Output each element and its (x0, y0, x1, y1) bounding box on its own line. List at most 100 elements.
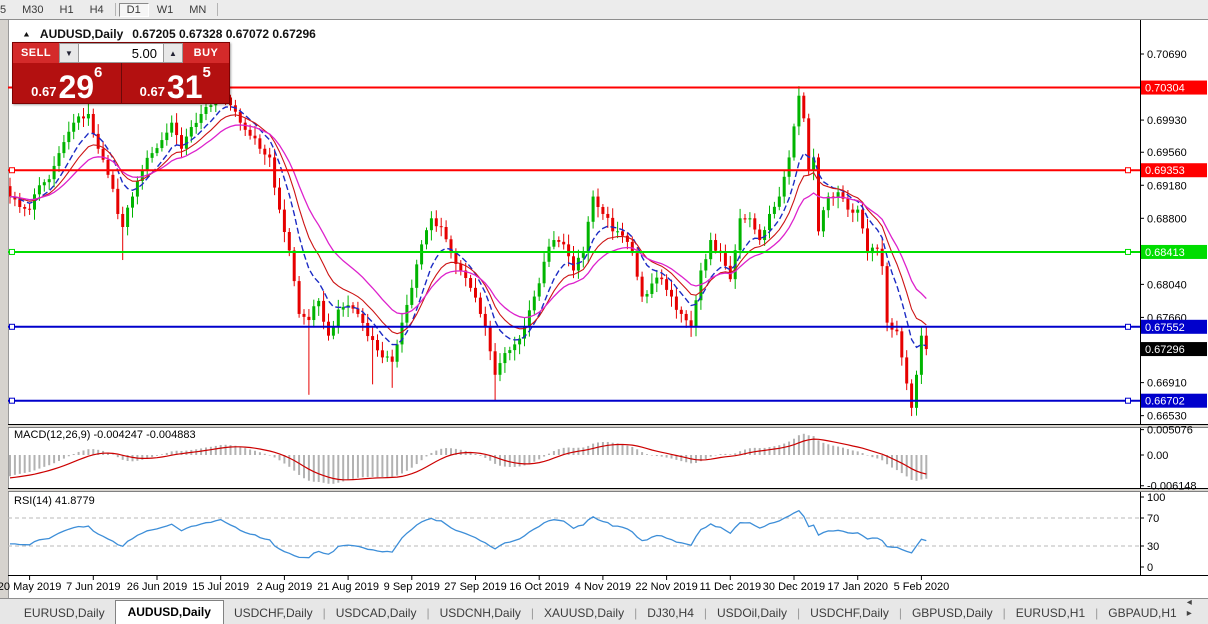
timeframe-button-h4[interactable]: H4 (89, 3, 104, 16)
main-chart-pane[interactable] (9, 83, 928, 417)
price-badge: 0.69353 (1145, 165, 1185, 177)
symbol-label: AUDUSD,Daily (39, 27, 124, 41)
price-tick-label: 0.70690 (1147, 49, 1187, 61)
toolbar-separator (114, 3, 116, 16)
tab-separator: | (797, 606, 801, 620)
moving-average-line (9, 124, 927, 319)
price-tick-label: 0.69560 (1147, 147, 1187, 159)
sell-price-prefix: 0.67 (31, 84, 57, 99)
chart-tab-dj30-h4[interactable]: DJ30,H4 (647, 606, 694, 620)
timeframe-button-d1[interactable]: D1 (118, 2, 149, 17)
chart-tab-eurusd-h1[interactable]: EURUSD,H1 (1015, 606, 1086, 620)
ohlc-values: 0.67205 0.67328 0.67072 0.67296 (132, 27, 316, 41)
rsi-axis-label: 0 (1147, 562, 1153, 574)
price-tick-label: 0.66530 (1147, 411, 1187, 423)
volume-input[interactable] (79, 43, 163, 63)
price-tick-label: 0.68800 (1147, 213, 1187, 225)
buy-price-prefix: 0.67 (139, 84, 165, 99)
volume-decrease-button[interactable]: ▼ (59, 43, 79, 63)
sell-button[interactable]: SELL (13, 43, 59, 63)
chart-background (0, 19, 1208, 598)
price-tick-label: 0.66910 (1147, 378, 1187, 390)
sell-price[interactable]: 0.67 29 6 (13, 63, 122, 103)
level-handle[interactable] (1125, 323, 1131, 330)
chart-title: ▲ AUDUSD,Daily 0.67205 0.67328 0.67072 0… (22, 27, 316, 41)
price-tick-label: 0.68040 (1147, 279, 1187, 291)
timeframe-button-h1[interactable]: H1 (59, 3, 74, 16)
rsi-axis-label: 30 (1147, 541, 1159, 553)
buy-button[interactable]: BUY (183, 43, 229, 63)
date-tick-label: 20 May 2019 (0, 581, 61, 593)
date-tick-label: 4 Nov 2019 (575, 581, 631, 593)
macd-axis-label: -0.006148 (1147, 481, 1197, 493)
date-tick-label: 11 Dec 2019 (700, 581, 762, 593)
price-tick-label: 0.69930 (1147, 115, 1187, 127)
date-tick-label: 15 Jul 2019 (192, 581, 249, 593)
sell-price-point: 6 (94, 64, 103, 81)
tab-separator: | (426, 606, 430, 620)
toolbar-separator (217, 3, 219, 16)
date-tick-label: 7 Jun 2019 (66, 581, 120, 593)
sell-price-pips: 29 (58, 68, 95, 105)
window-left-edge (0, 19, 8, 598)
level-handle[interactable] (9, 397, 15, 404)
rsi-pane[interactable]: 100 70 30 0 (8, 492, 1165, 574)
date-tick-label: 26 Jun 2019 (127, 581, 188, 593)
chart-tab-audusd-daily[interactable]: AUDUSD,Daily (114, 600, 224, 624)
tab-separator: | (703, 606, 707, 620)
timeframe-button-w1[interactable]: W1 (156, 3, 174, 16)
price-tick-label: 0.69180 (1147, 180, 1187, 192)
chart-tab-eurusd-daily[interactable]: EURUSD,Daily (23, 606, 105, 620)
date-tick-label: 16 Oct 2019 (509, 581, 569, 593)
chart-canvas[interactable]: 0.70690 0.69930 0.69560 0.69180 0.68800 0.680… (0, 19, 1208, 598)
buy-price[interactable]: 0.67 31 5 (122, 63, 230, 103)
price-badge: 0.66702 (1145, 396, 1185, 408)
chart-tab-usdchf-daily[interactable]: USDCHF,Daily (810, 606, 889, 620)
buy-price-point: 5 (202, 64, 211, 81)
volume-increase-button[interactable]: ▲ (163, 43, 183, 63)
chart-tab-gbpaud-h1[interactable]: GBPAUD,H1 (1108, 606, 1177, 620)
timeframe-toolbar: 5 M30 H1 H4 D1 W1 MN (0, 0, 1208, 20)
chart-tab-usdoil-daily[interactable]: USDOil,Daily (717, 606, 788, 620)
chart-tab-usdchf-daily[interactable]: USDCHF,Daily (233, 606, 313, 620)
level-handle[interactable] (9, 248, 15, 255)
level-handle[interactable] (1125, 248, 1131, 255)
buy-price-pips: 31 (166, 68, 203, 105)
macd-axis-label: 0.00 (1147, 450, 1168, 462)
macd-axis-label: 0.005076 (1147, 425, 1193, 437)
rsi-axis-label: 100 (1147, 492, 1165, 504)
level-handle[interactable] (1125, 167, 1131, 174)
tab-separator: | (322, 606, 326, 620)
timeframe-button-5[interactable]: 5 (0, 3, 7, 16)
tab-separator: | (1002, 606, 1006, 620)
price-badge: 0.68413 (1145, 247, 1185, 259)
date-tick-label: 17 Jan 2020 (827, 581, 888, 593)
price-badge: 0.70304 (1145, 83, 1185, 95)
date-tick-label: 21 Aug 2019 (317, 581, 379, 593)
tab-separator: | (634, 606, 638, 620)
tab-scroll-arrows[interactable]: ◂ ▸ (1186, 598, 1196, 619)
macd-signal-line (9, 438, 927, 481)
macd-indicator-label: MACD(12,26,9) -0.004247 -0.004883 (14, 429, 196, 441)
price-badge: 0.67552 (1145, 322, 1185, 334)
date-axis[interactable]: 20 May 2019 7 Jun 2019 26 Jun 2019 15 Jul 2… (0, 575, 1208, 594)
moving-average-line (9, 114, 927, 335)
chart-tab-xauusd-daily[interactable]: XAUUSD,Daily (544, 606, 625, 620)
chart-tab-gbpusd-daily[interactable]: GBPUSD,Daily (911, 606, 993, 620)
level-handle[interactable] (9, 167, 15, 174)
date-tick-label: 2 Aug 2019 (257, 581, 313, 593)
macd-pane[interactable]: 0.005076 0.00 -0.006148 (9, 425, 1197, 493)
date-tick-label: 5 Feb 2020 (894, 581, 950, 593)
price-axis[interactable]: 0.70690 0.69930 0.69560 0.69180 0.68800 0.680… (1140, 20, 1207, 576)
level-handle[interactable] (1125, 397, 1131, 404)
collapse-arrow-icon[interactable]: ▲ (22, 29, 31, 39)
timeframe-button-mn[interactable]: MN (189, 3, 207, 16)
level-handle[interactable] (9, 323, 15, 330)
timeframe-button-m30[interactable]: M30 (22, 3, 44, 16)
price-badge: 0.67296 (1145, 344, 1185, 356)
tab-separator: | (530, 606, 535, 620)
chart-tab-usdcnh-daily[interactable]: USDCNH,Daily (439, 606, 521, 620)
tab-separator: | (1095, 606, 1099, 620)
chart-tab-usdcad-daily[interactable]: USDCAD,Daily (335, 606, 417, 620)
